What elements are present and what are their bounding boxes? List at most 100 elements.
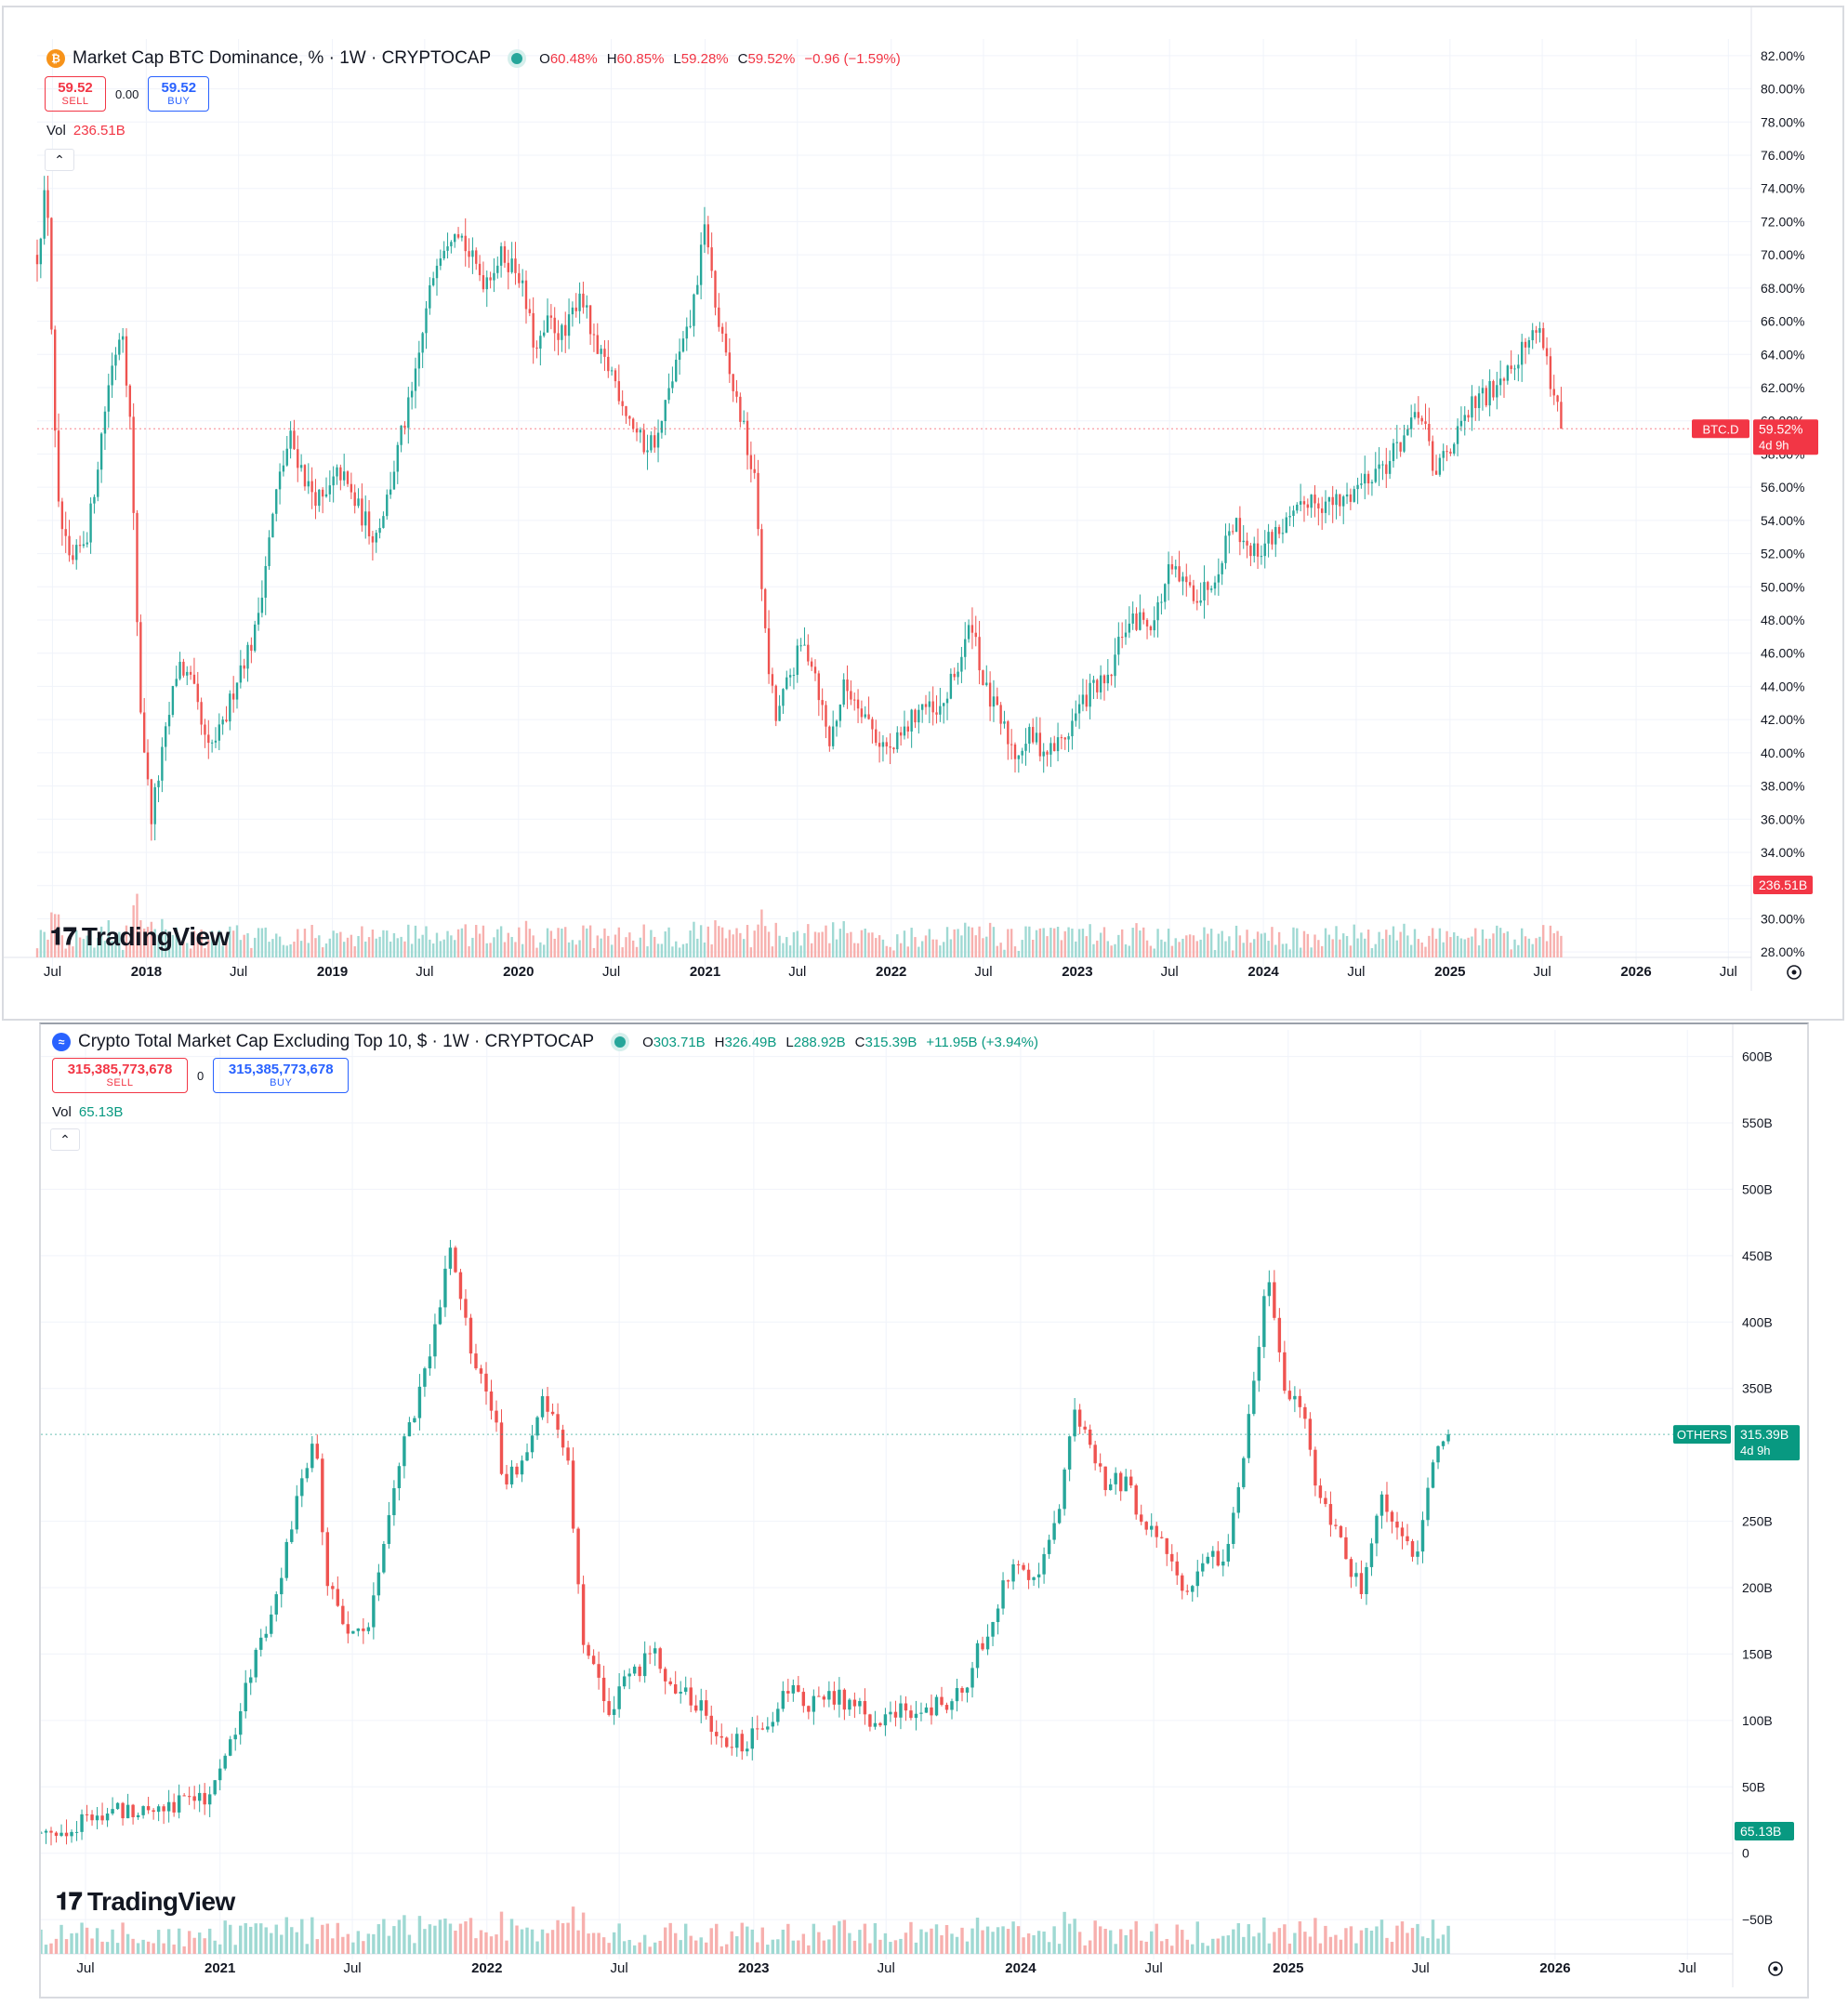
tradingview-logo[interactable]: 𝟏𝟕 TradingView <box>56 1887 235 1917</box>
candle-body <box>550 1411 555 1415</box>
candle-body <box>1167 564 1170 585</box>
volume-bar <box>1287 1943 1292 1954</box>
volume-bar <box>413 1943 416 1954</box>
candle-body <box>1071 720 1074 737</box>
candle-body <box>1560 402 1563 429</box>
others-chart-canvas[interactable]: 600B550B500B450B400B350B250B200B150B100B… <box>41 1024 1807 1997</box>
volume-bar <box>233 1945 237 1954</box>
open-value: 303.71B <box>653 1034 706 1050</box>
candle-body <box>842 1689 847 1710</box>
volume-bar <box>706 926 709 957</box>
candle-body <box>1260 556 1263 558</box>
volume-bar <box>828 943 831 957</box>
candle-body <box>885 742 888 747</box>
open-key: O <box>642 1034 653 1050</box>
tradingview-mark-icon: 𝟏𝟕 <box>50 922 76 950</box>
volume-bar <box>970 1928 974 1954</box>
volume-bar <box>1036 1931 1041 1954</box>
volume-bar <box>591 1932 596 1954</box>
candle-body <box>1057 1509 1062 1524</box>
volume-bar <box>41 1929 43 1954</box>
volume-bar <box>1506 931 1510 957</box>
volume-bar <box>68 943 71 957</box>
candle-body <box>1492 380 1495 398</box>
y-tick-label: 34.00% <box>1761 845 1804 860</box>
tradingview-logo[interactable]: 𝟏𝟕 TradingView <box>50 922 230 952</box>
settings-icon[interactable] <box>1787 965 1802 980</box>
volume-bar <box>924 1932 929 1954</box>
volume-bar <box>714 920 717 957</box>
volume-bar <box>1313 934 1316 957</box>
volume-bar <box>1022 1937 1025 1954</box>
symbol-tag-label: OTHERS <box>1677 1428 1728 1442</box>
candle-body <box>249 1677 253 1683</box>
market-status-icon[interactable] <box>511 53 523 64</box>
volume-bar <box>846 932 849 957</box>
candle-body <box>1267 532 1270 544</box>
volume-bar <box>1073 1919 1076 1954</box>
volume-bar <box>612 1932 616 1954</box>
volume-bar <box>864 929 866 957</box>
settings-icon[interactable] <box>1768 1961 1783 1976</box>
candle-body <box>638 1667 641 1677</box>
candle-body <box>350 483 353 493</box>
candle-body <box>225 719 228 722</box>
candle-body <box>1510 365 1512 370</box>
volume-bar <box>367 937 371 957</box>
sell-button[interactable]: 315,385,773,678 SELL <box>52 1058 188 1093</box>
volume-bar <box>200 930 203 957</box>
volume-bar <box>139 919 142 957</box>
volume-bar <box>1390 1942 1394 1954</box>
candle-body <box>70 1831 73 1837</box>
collapse-legend-button[interactable]: ⌃ <box>50 1128 80 1151</box>
candle-body <box>474 1353 478 1369</box>
candle-body <box>78 545 82 547</box>
candle-body <box>1047 1539 1051 1554</box>
candle-body <box>856 699 860 709</box>
volume-bar <box>278 936 282 957</box>
volume-bar <box>975 1918 980 1954</box>
candle-body <box>1395 442 1398 443</box>
buy-button[interactable]: 315,385,773,678 BUY <box>213 1058 350 1093</box>
volume-bar <box>1353 924 1355 957</box>
volume-bar <box>1211 1938 1215 1954</box>
candle-body <box>468 251 470 257</box>
candle-body <box>156 1806 161 1813</box>
volume-bar <box>82 939 86 957</box>
volume-bar <box>1428 935 1431 957</box>
candle-body <box>336 1589 340 1606</box>
collapse-legend-button[interactable]: ⌃ <box>45 149 74 171</box>
buy-button[interactable]: 59.52 BUY <box>148 76 210 112</box>
volume-bar <box>458 1923 463 1954</box>
volume-bar <box>1432 928 1434 957</box>
volume-bar <box>1024 926 1027 957</box>
volume-bar <box>1298 1921 1302 1954</box>
volume-bar <box>883 1932 888 1954</box>
volume-bar <box>556 1919 560 1954</box>
candle-body <box>965 1687 970 1693</box>
candle-body <box>332 476 335 486</box>
candle-body <box>196 683 199 703</box>
volume-tag-value: 236.51B <box>1759 877 1807 892</box>
symbol-title[interactable]: Market Cap BTC Dominance, % · 1W · CRYPT… <box>73 48 492 68</box>
chart-header: ≈ Crypto Total Market Cap Excluding Top … <box>52 1032 1048 1052</box>
volume-bar <box>1160 939 1163 957</box>
volume-bar <box>899 943 903 957</box>
market-status-icon[interactable] <box>614 1036 627 1048</box>
candle-body <box>1228 531 1231 536</box>
candle-body <box>821 700 824 706</box>
volume-bar <box>1369 1931 1374 1954</box>
candle-body <box>1211 1550 1215 1557</box>
candle-body <box>1108 1484 1113 1491</box>
volume-bar <box>165 929 167 957</box>
volume-bar <box>1092 943 1095 957</box>
sell-button[interactable]: 59.52 SELL <box>45 76 106 112</box>
volume-bar <box>1406 935 1409 957</box>
candle-body <box>627 1673 631 1677</box>
candle-body <box>1017 755 1021 759</box>
candle-body <box>1256 543 1260 557</box>
candle-body <box>781 1691 785 1709</box>
btc-dominance-chart-canvas[interactable]: 82.00%80.00%78.00%76.00%74.00%72.00%70.0… <box>4 7 1842 1019</box>
symbol-title[interactable]: Crypto Total Market Cap Excluding Top 10… <box>78 1032 595 1051</box>
volume-bar <box>264 927 267 957</box>
